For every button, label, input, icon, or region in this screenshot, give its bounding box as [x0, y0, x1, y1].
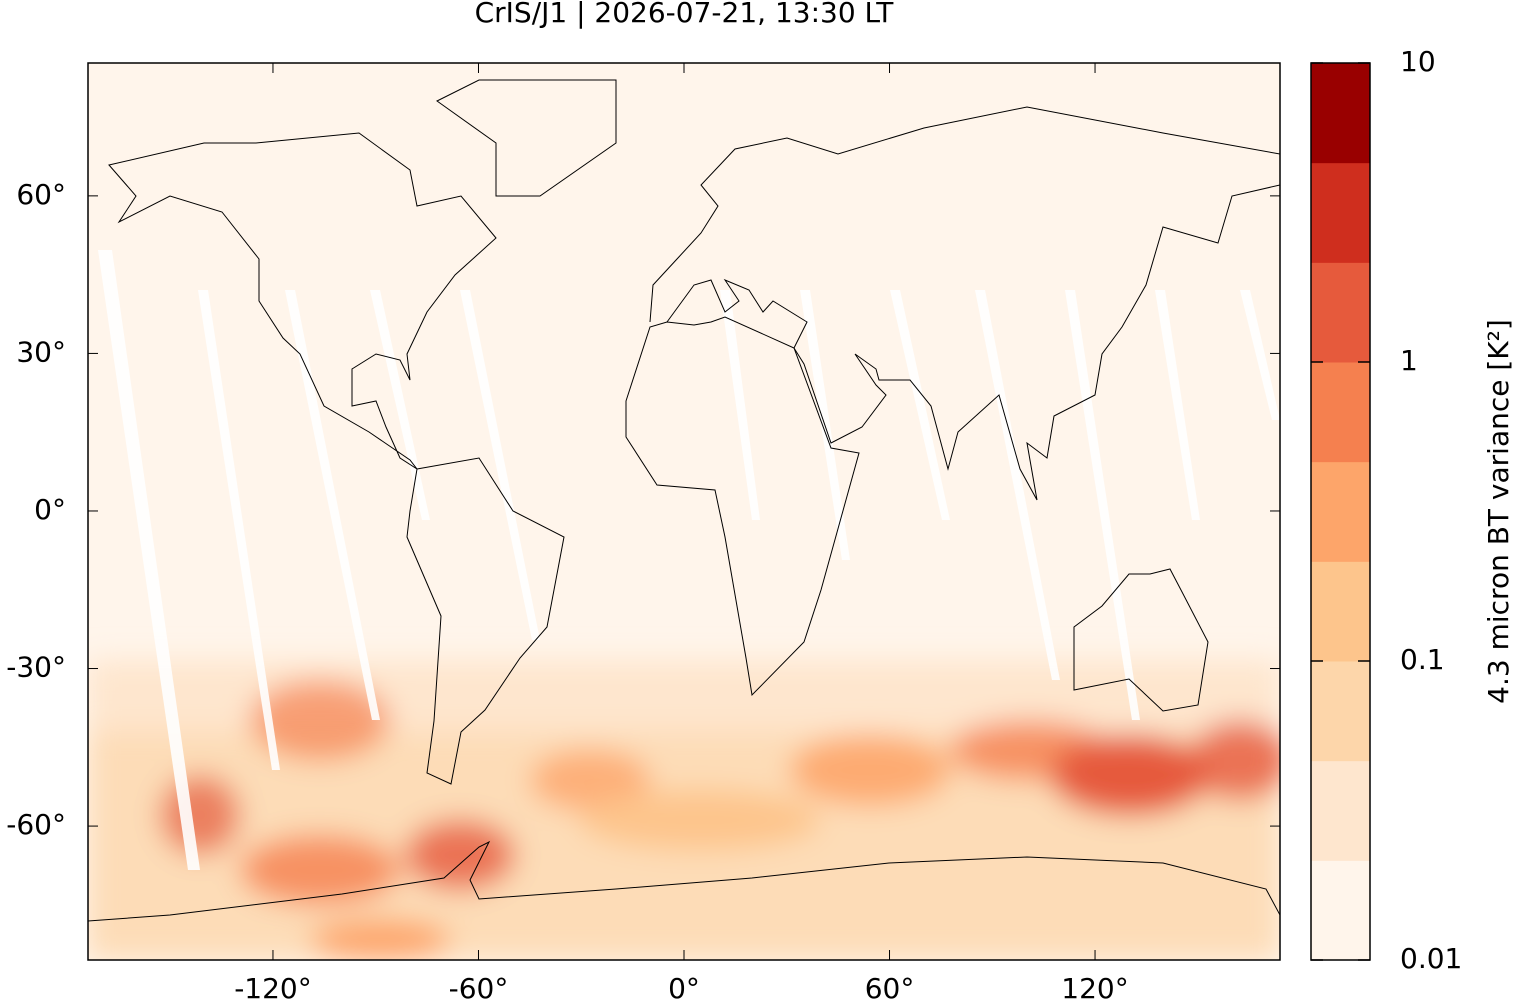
x-tick-label: 60° [865, 972, 915, 1002]
colorbar-tick-label: 0.1 [1400, 643, 1445, 676]
colorbar-tick-label: 0.01 [1400, 942, 1462, 975]
x-tick-label: 120° [1061, 972, 1128, 1002]
colorbar-band [1311, 63, 1370, 164]
x-tick-label: 0° [668, 972, 700, 1002]
colorbar-frame [1310, 62, 1371, 961]
colorbar-band [1311, 661, 1370, 762]
colorbar-band [1311, 860, 1370, 961]
colorbar-tick-label: 10 [1400, 45, 1436, 78]
colorbar-label: 4.3 micron BT variance [K²] [1482, 319, 1515, 704]
coastlines [88, 79, 1280, 922]
colorbar-tick-label: 1 [1400, 344, 1418, 377]
colorbar-band [1311, 262, 1370, 363]
x-tick-label: -120° [234, 972, 312, 1002]
y-tick-label: -60° [6, 808, 66, 841]
y-tick-label: -30° [6, 651, 66, 684]
colorbar-band [1311, 362, 1370, 463]
x-tick-label: -60° [449, 972, 509, 1002]
y-tick-label: 60° [16, 178, 66, 211]
colorbar-band [1311, 461, 1370, 562]
colorbar: 0.01 0.1 1 10 4.3 micron BT variance [K²] [1310, 45, 1515, 975]
colorbar-band [1311, 162, 1370, 263]
colorbar-band [1311, 561, 1370, 662]
colorbar-band [1311, 760, 1370, 861]
y-tick-label: 30° [16, 335, 66, 368]
y-tick-label: 0° [34, 493, 66, 526]
chart-title: CrIS/J1 | 2026-07-21, 13:30 LT [475, 0, 895, 29]
map-field [88, 63, 1280, 960]
axes: -120° -60° 0° 60° 120° 60° 30° 0° -30° -60° [6, 63, 1280, 1002]
